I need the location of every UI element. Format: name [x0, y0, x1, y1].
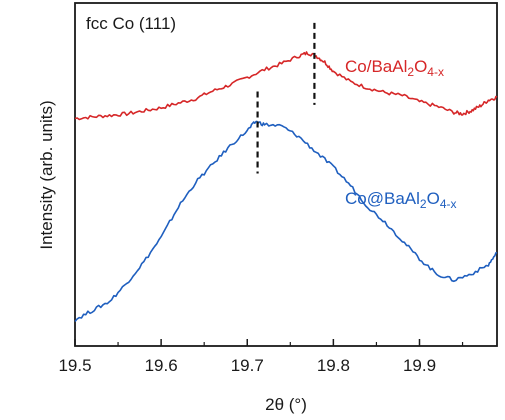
x-tick-label: 19.9 [403, 356, 436, 375]
x-tick-label: 19.8 [317, 356, 350, 375]
series-line [74, 51, 498, 121]
series-line [74, 120, 498, 323]
series-label-co-at-baal2o4: Co@BaAl2O4-x [345, 189, 457, 211]
x-tick-label: 19.6 [145, 356, 178, 375]
series-layer [74, 51, 498, 323]
series-label-co-on-baal2o4: Co/BaAl2O4-x [345, 57, 444, 79]
y-axis-title: Intensity (arb. units) [37, 100, 56, 249]
x-tick-label: 19.5 [58, 356, 91, 375]
chart-title: fcc Co (111) [86, 14, 176, 33]
x-tick-layer: 19.5 19.6 19.7 19.8 19.9 [58, 339, 464, 375]
x-axis-title: 2θ (°) [265, 395, 307, 414]
peak-marker-layer [256, 22, 316, 174]
plot-frame [74, 2, 498, 347]
x-tick-label: 19.7 [231, 356, 264, 375]
